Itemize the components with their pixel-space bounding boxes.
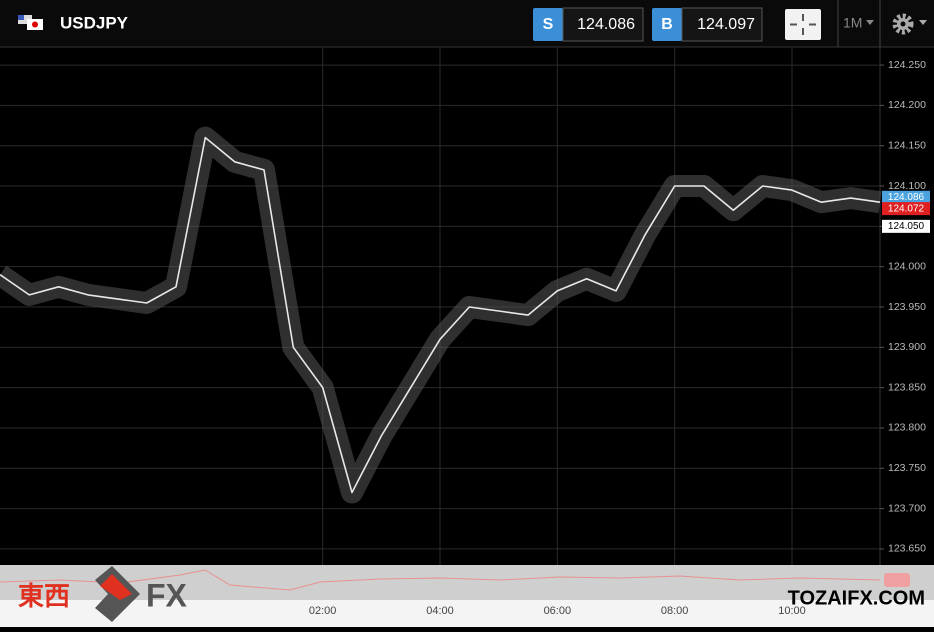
settings-icon[interactable] [892, 13, 927, 35]
indicator-panel [0, 565, 934, 600]
symbol[interactable]: USDJPY [60, 13, 129, 32]
watermark-site: TOZAIFX.COM [788, 587, 925, 609]
price-tag [882, 219, 930, 233]
price-tag-label: 124.050 [888, 221, 925, 232]
sell-price: 124.086 [577, 16, 635, 33]
sell-button[interactable] [533, 8, 563, 41]
y-tick-label: 123.750 [888, 462, 926, 474]
timeframe-arrow[interactable] [866, 20, 874, 25]
x-tick-label: 02:00 [309, 605, 337, 617]
x-tick-label: 08:00 [661, 605, 689, 617]
y-tick-label: 124.150 [888, 139, 926, 151]
header-bar [0, 0, 934, 47]
buy-label: B [661, 16, 673, 33]
price-line [0, 136, 881, 494]
crosshair-button[interactable] [785, 9, 821, 40]
price-tag [882, 190, 930, 204]
x-tick-label: 10:00 [778, 605, 806, 617]
buy-price-box[interactable] [681, 7, 763, 42]
y-tick-label: 123.850 [888, 381, 926, 393]
buy-price: 124.097 [697, 16, 755, 33]
y-tick-label: 123.950 [888, 301, 926, 313]
y-tick-label: 123.700 [888, 502, 926, 514]
y-tick-label: 124.250 [888, 59, 926, 71]
sell-price-box[interactable] [562, 7, 644, 42]
time-axis [0, 600, 934, 627]
y-tick-label: 123.900 [888, 341, 926, 353]
flag-icon [18, 15, 43, 30]
plot-area: 123.650 123.700 123.750 123.800 123.850 123.9… [0, 47, 930, 565]
indicator-line [0, 569, 881, 591]
indicator-tag [884, 573, 910, 587]
y-tick-label: 123.800 [888, 422, 926, 434]
y-tick-label: 124.200 [888, 99, 926, 111]
watermark-kanji: 東西 [18, 581, 70, 611]
y-tick-label: 123.650 [888, 543, 926, 555]
watermark-fx: FX [146, 577, 188, 613]
price-tag [882, 202, 930, 216]
timeframe[interactable]: 1M [843, 15, 862, 31]
price-tag-label: 124.072 [888, 203, 925, 214]
buy-button[interactable] [652, 8, 682, 41]
x-tick-label: 04:00 [426, 605, 454, 617]
x-tick-label: 06:00 [544, 605, 572, 617]
sell-label: S [543, 16, 554, 33]
y-tick-label: 124.100 [888, 180, 926, 192]
y-tick-label: 124.000 [888, 260, 926, 272]
price-tag-label: 124.086 [888, 192, 925, 203]
logo [95, 566, 140, 622]
